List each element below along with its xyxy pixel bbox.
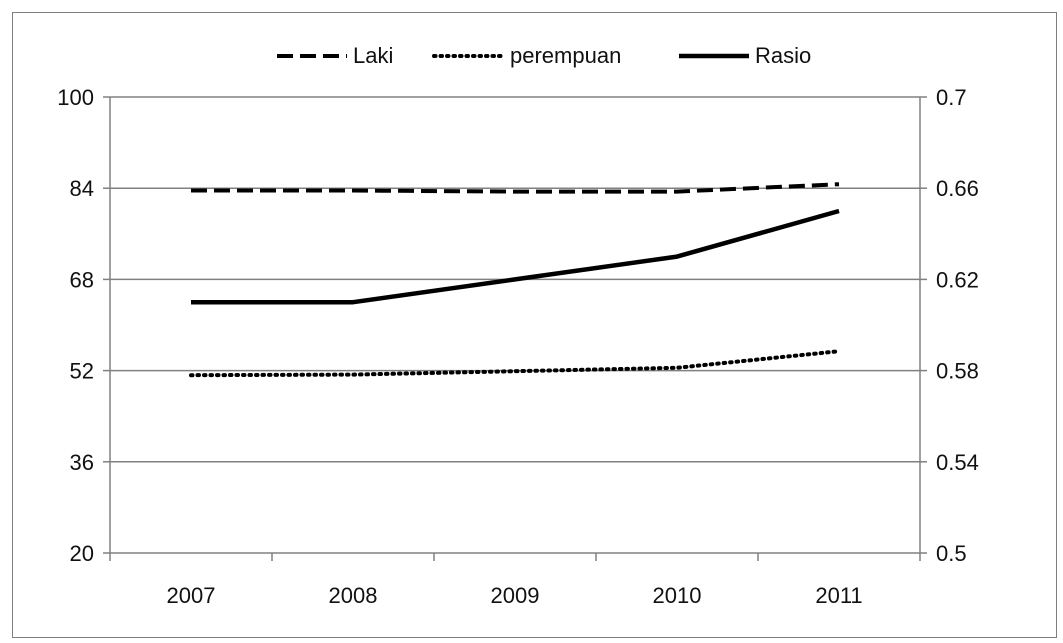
series-line-perempuan: [189, 349, 841, 378]
right-axis-tick-label: 0.7: [936, 85, 967, 110]
left-axis-tick-label: 68: [70, 267, 94, 292]
right-axis-tick-label: 0.66: [936, 176, 979, 201]
series-lines: [189, 182, 841, 378]
right-axis-tick-label: 0.5: [936, 541, 967, 566]
legend-label-laki: Laki: [353, 43, 393, 68]
legend: Laki perempuan Rasio: [277, 43, 811, 68]
series-line-rasio: [191, 208, 840, 305]
series-line-laki: [191, 182, 840, 194]
left-axis-tick-label: 100: [57, 85, 94, 110]
left-axis-tick-label: 84: [70, 176, 94, 201]
right-axis-tick-label: 0.62: [936, 267, 979, 292]
right-axis-tick-label: 0.54: [936, 450, 979, 475]
x-axis-tick-label: 2007: [167, 583, 216, 608]
left-axis-tick-label: 36: [70, 450, 94, 475]
x-axis-tick-label: 2011: [815, 583, 862, 608]
legend-label-rasio: Rasio: [755, 43, 811, 68]
x-axis-tick-label: 2009: [491, 583, 540, 608]
right-axis-tick-label: 0.58: [936, 359, 979, 384]
left-axis-tick-label: 20: [70, 541, 94, 566]
legend-label-perempuan: perempuan: [510, 43, 621, 68]
x-axis-tick-label: 2010: [653, 583, 702, 608]
axes: 20 36 52 68 84 100 0.5 0.54 0.58 0.62 0.66 0.7 2007 2…: [57, 85, 979, 608]
x-axis-tick-label: 2008: [329, 583, 378, 608]
left-axis-tick-label: 52: [70, 359, 94, 384]
chart-frame: [12, 12, 1057, 638]
